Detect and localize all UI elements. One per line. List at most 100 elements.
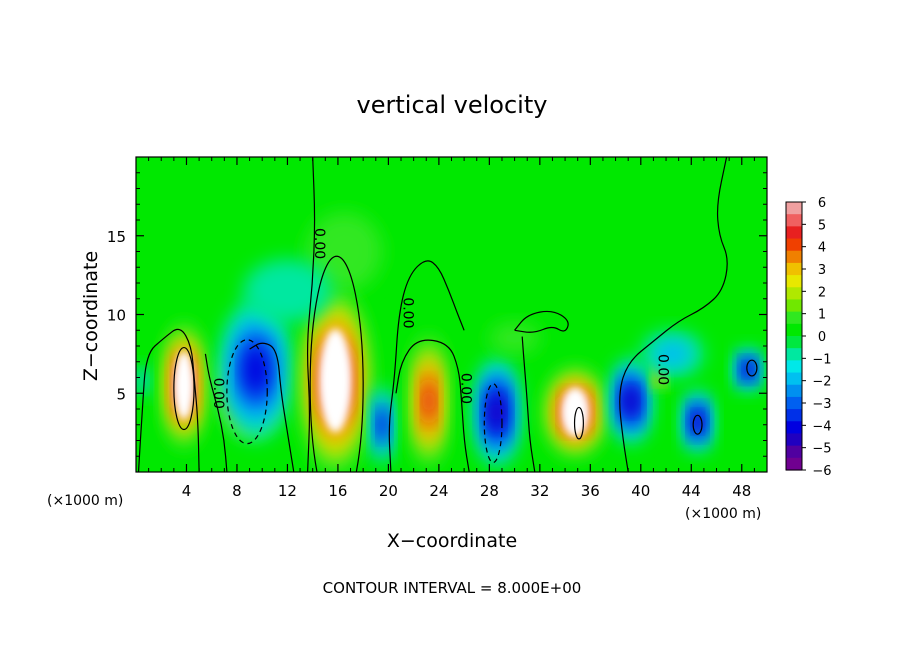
velocity-cell: [489, 322, 540, 354]
positive-contour: [746, 359, 758, 377]
velocity-level: [377, 411, 387, 439]
velocity-level: [624, 388, 637, 414]
velocity-level: [243, 259, 332, 323]
velocity-cell: [243, 259, 332, 323]
plot-area: [136, 157, 767, 472]
positive-contour: [173, 346, 195, 431]
colorbar-swatch: [786, 457, 802, 471]
colorbar-swatch: [786, 311, 802, 325]
colorbar-swatch: [786, 323, 802, 337]
colorbar-swatch: [786, 421, 802, 435]
colorbar-swatch: [786, 384, 802, 398]
y-tick-label: 15: [107, 228, 126, 246]
velocity-cell: [609, 357, 653, 445]
velocity-cell: [681, 390, 714, 454]
colorbar-tick-label: 4: [818, 241, 826, 256]
colorbar-tick-label: 2: [818, 285, 826, 300]
positive-contour: [692, 414, 703, 435]
y-axis-label: Z−coordinate: [80, 251, 102, 381]
velocity-level: [652, 339, 692, 369]
colorbar-swatch: [786, 372, 802, 386]
velocity-saturated-core: [318, 328, 352, 433]
x-unit-right: (×1000 m): [685, 506, 761, 522]
contour-lines: [137, 157, 758, 472]
colorbar-tick-label: −3: [812, 397, 831, 412]
velocity-saturated-core: [560, 387, 590, 438]
x-tick-label: 32: [530, 482, 549, 500]
zero-contour: [249, 342, 295, 472]
x-tick-label: 44: [682, 482, 701, 500]
velocity-level: [137, 370, 147, 391]
zero-contour: [514, 310, 569, 333]
velocity-saturated-core: [173, 350, 195, 421]
zero-contour: [388, 260, 465, 472]
x-unit-left: (×1000 m): [47, 493, 123, 509]
velocity-cell: [136, 364, 150, 397]
colorbar: 6 5 4 3 2 1 0 −1 −2 −3 −4 −5 −6: [785, 196, 832, 479]
zero-contour: [619, 157, 728, 472]
contour-value-label: 0.00: [400, 297, 416, 328]
velocity-level: [743, 363, 753, 376]
colorbar-swatch: [786, 433, 802, 447]
velocity-cell: [543, 366, 607, 458]
velocity-cell: [369, 385, 395, 465]
x-tick-label: 28: [480, 482, 499, 500]
colorbar-tick-label: 6: [818, 196, 826, 211]
colorbar-swatch: [786, 202, 802, 215]
colorbar-swatch: [786, 262, 802, 276]
colorbar-swatch: [786, 287, 802, 301]
contour-interval-note: CONTOUR INTERVAL = 8.000E+00: [323, 579, 582, 597]
colorbar-swatch: [786, 250, 802, 264]
colorbar-swatch: [786, 348, 802, 361]
colorbar-tick-label: 5: [818, 218, 826, 233]
x-axis-label: X−coordinate: [387, 530, 517, 552]
colorbar-swatch: [786, 214, 802, 227]
velocity-level: [306, 212, 383, 291]
x-tick-label: 8: [232, 482, 242, 500]
chart-title: vertical velocity: [357, 91, 548, 119]
contour-value-label: 0.00: [654, 354, 670, 385]
x-tick-label: 16: [328, 482, 347, 500]
x-tick-label: 40: [631, 482, 650, 500]
x-tick-label: 36: [581, 482, 600, 500]
colorbar-tick-label: −2: [812, 375, 831, 390]
zero-contour: [137, 328, 200, 472]
negative-contour: [483, 383, 503, 464]
x-tick-label: 12: [278, 482, 297, 500]
colorbar-swatch: [786, 299, 802, 313]
velocity-cell: [732, 347, 764, 392]
colorbar-swatch: [786, 336, 802, 349]
colorbar-tick-label: −6: [812, 464, 831, 479]
y-tick-label: 5: [116, 385, 126, 403]
zero-contour: [306, 157, 316, 472]
zero-contour: [521, 336, 536, 472]
velocity-cell: [408, 334, 449, 469]
colorbar-tick-label: −1: [812, 352, 831, 367]
colorbar-swatch: [786, 226, 802, 240]
colorbar-swatch: [786, 409, 802, 422]
x-tick-label: 4: [182, 482, 192, 500]
velocity-level: [242, 344, 270, 395]
x-tick-label: 48: [732, 482, 751, 500]
velocity-level: [489, 322, 540, 354]
velocity-cell: [472, 357, 521, 468]
contour-value-label: 0.00: [311, 228, 327, 259]
y-tick-label: 10: [107, 307, 126, 325]
x-tick-label: 20: [379, 482, 398, 500]
zero-contour: [395, 339, 470, 472]
colorbar-tick-label: 3: [818, 263, 826, 278]
colorbar-swatch: [786, 360, 802, 374]
x-axis: 4 8 12 16 20 24 28 32 36 40 44 48: [148, 157, 755, 500]
colorbar-tick-label: 0: [818, 330, 826, 345]
velocity-level: [423, 382, 435, 421]
contour-value-label: 0.00: [210, 378, 226, 409]
velocity-cell: [161, 322, 207, 449]
colorbar-swatch: [786, 396, 802, 410]
negative-contour: [226, 339, 268, 445]
contour-labels: 0.00 0.00 0.00 0.00 0.00: [210, 228, 670, 409]
velocity-cell: [640, 330, 704, 378]
zero-contour: [204, 353, 228, 472]
contour-value-label: 0.00: [458, 373, 474, 404]
y-axis: 5 10 15: [107, 172, 767, 457]
